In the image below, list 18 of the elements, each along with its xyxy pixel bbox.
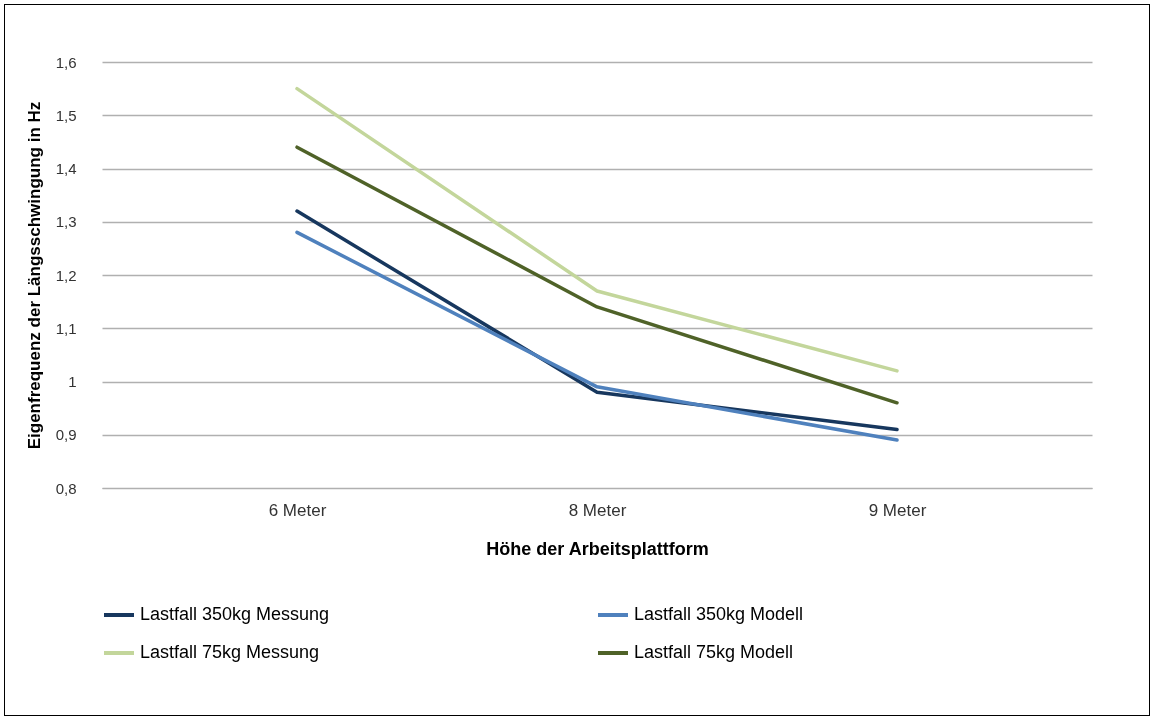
y-tick-label: 1,4 — [55, 160, 77, 177]
x-tick-label: 6 Meter — [268, 500, 327, 520]
y-tick-label: 1,3 — [55, 213, 77, 231]
x-axis-title: Höhe der Arbeitsplattform — [486, 538, 709, 559]
x-tick-label: 8 Meter — [568, 500, 627, 520]
y-tick-label: 0,9 — [55, 426, 77, 444]
y-tick-label: 1,5 — [55, 106, 77, 124]
x-tick-label: 9 Meter — [868, 500, 927, 520]
y-tick-label: 1,2 — [55, 266, 77, 284]
y-axis-title: Eigenfrequenz der Längsschwingung in Hz — [24, 101, 44, 450]
legend-label: Lastfall 75kg Messung — [140, 642, 320, 662]
y-tick-label: 1,1 — [55, 319, 77, 337]
y-tick-label: 1 — [68, 373, 77, 390]
y-tick-label: 0,8 — [55, 479, 77, 497]
legend-label: Lastfall 75kg Modell — [634, 642, 794, 662]
legend-label: Lastfall 350kg Messung — [140, 604, 330, 624]
y-tick-label: 1,6 — [55, 53, 77, 71]
legend-label: Lastfall 350kg Modell — [634, 604, 804, 624]
